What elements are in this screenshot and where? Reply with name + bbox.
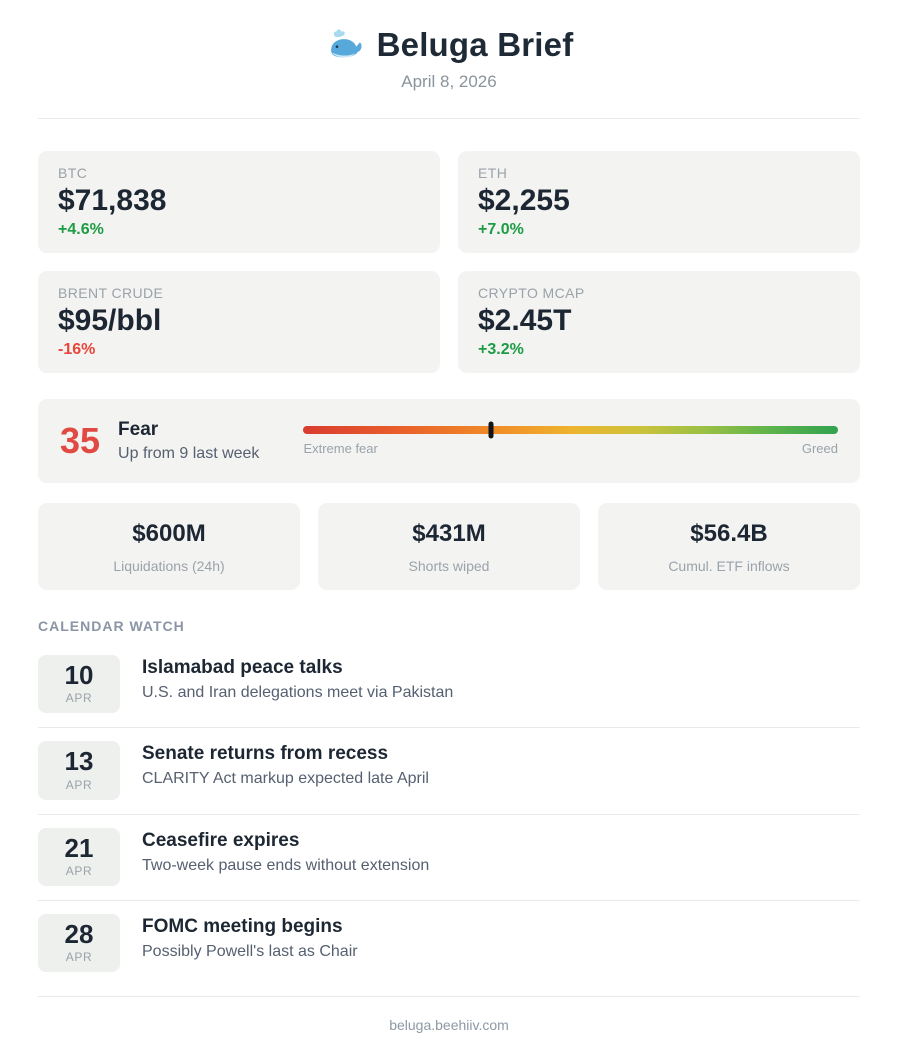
footer-link[interactable]: beluga.beehiiv.com	[389, 1017, 509, 1034]
stat-card-btc: BTC $71,838 +4.6%	[38, 151, 440, 253]
stat-label: BTC	[58, 165, 88, 181]
stat-card-brent-crude: BRENT CRUDE $95/bbl -16%	[38, 271, 440, 373]
event-date-chip: 10 APR	[38, 655, 120, 714]
stat-card-eth: ETH $2,255 +7.0%	[458, 151, 860, 253]
fear-label: Fear	[118, 419, 159, 440]
metric-card-shorts-wiped: $431M Shorts wiped	[318, 503, 580, 590]
event-day: 21	[64, 832, 94, 863]
stat-value: $2.45T	[478, 304, 572, 337]
title-row: Beluga Brief	[38, 26, 860, 64]
stat-card-crypto-mcap: CRYPTO MCAP $2.45T +3.2%	[458, 271, 860, 373]
metric-value: $56.4B	[690, 520, 768, 547]
event-description: Possibly Powell's last as Chair	[142, 942, 358, 960]
event-day: 10	[64, 660, 94, 690]
page-title: Beluga Brief	[376, 26, 574, 63]
event-body: Islamabad peace talks U.S. and Iran dele…	[142, 655, 453, 702]
fear-gauge-bar	[303, 421, 838, 439]
event-date-chip: 21 APR	[38, 827, 120, 886]
event-description: U.S. and Iran delegations meet via Pakis…	[142, 684, 454, 701]
fear-text: Fear Up from 9 last week	[118, 419, 259, 463]
metric-label: Cumul. ETF inflows	[668, 558, 790, 574]
gauge-label-extreme-fear: Extreme fear	[303, 441, 378, 456]
stat-label: ETH	[478, 165, 508, 181]
event-day: 13	[64, 746, 94, 777]
metric-value: $431M	[412, 520, 486, 547]
header-divider	[38, 118, 860, 119]
event-row: 28 APR FOMC meeting begins Possibly Powe…	[38, 901, 860, 986]
event-description: Two-week pause ends without extension	[142, 856, 430, 874]
metric-label: Liquidations (24h)	[113, 558, 225, 574]
event-day: 28	[64, 918, 94, 949]
event-row: 13 APR Senate returns from recess CLARIT…	[38, 728, 860, 815]
stat-change: +3.2%	[478, 341, 524, 358]
stat-change: +7.0%	[478, 221, 524, 238]
metric-card-liquidations: $600M Liquidations (24h)	[38, 503, 300, 590]
metric-value: $600M	[132, 520, 206, 547]
event-date-chip: 28 APR	[38, 913, 120, 973]
market-stats: BTC $71,838 +4.6% ETH $2,255 +7.0% BRENT…	[38, 151, 860, 373]
calendar-events: 10 APR Islamabad peace talks U.S. and Ir…	[38, 642, 860, 986]
fear-greed-card: 35 Fear Up from 9 last week Extreme fear…	[38, 399, 860, 483]
event-body: Ceasefire expires Two-week pause ends wi…	[142, 828, 429, 875]
footer-divider	[38, 996, 860, 998]
event-title: Senate returns from recess	[142, 743, 389, 765]
metrics-row: $600M Liquidations (24h) $431M Shorts wi…	[38, 503, 860, 590]
event-body: Senate returns from recess CLARITY Act m…	[142, 741, 429, 788]
event-month: APR	[65, 777, 93, 792]
fear-gauge-marker	[488, 421, 494, 439]
event-description: CLARITY Act markup expected late April	[142, 770, 429, 788]
event-title: FOMC meeting begins	[142, 915, 343, 937]
metric-label: Shorts wiped	[408, 558, 490, 574]
stat-label: CRYPTO MCAP	[478, 285, 585, 301]
event-row: 21 APR Ceasefire expires Two-week pause …	[38, 815, 860, 901]
whale-icon	[325, 29, 365, 61]
fear-score: 35	[60, 420, 101, 461]
event-month: APR	[65, 691, 93, 706]
event-date-chip: 13 APR	[38, 741, 120, 800]
stat-change: -16%	[58, 341, 96, 358]
event-row: 10 APR Islamabad peace talks U.S. and Ir…	[38, 642, 860, 729]
gauge-label-greed: Greed	[801, 441, 838, 456]
event-title: Ceasefire expires	[142, 829, 300, 851]
calendar-heading: CALENDAR WATCH	[38, 618, 185, 634]
fear-subtitle: Up from 9 last week	[118, 445, 260, 462]
stat-value: $71,838	[58, 184, 167, 217]
stat-change: +4.6%	[58, 221, 104, 238]
issue-date: April 8, 2026	[401, 72, 497, 91]
fear-gauge: Extreme fear Greed	[303, 421, 838, 456]
fear-gauge-labels: Extreme fear Greed	[303, 441, 838, 456]
event-title: Islamabad peace talks	[142, 657, 343, 678]
event-month: APR	[65, 863, 93, 878]
stat-label: BRENT CRUDE	[58, 285, 164, 301]
footer: beluga.beehiiv.com	[38, 1017, 860, 1043]
metric-card-etf-inflows: $56.4B Cumul. ETF inflows	[598, 503, 860, 590]
stat-value: $2,255	[478, 184, 570, 217]
event-month: APR	[65, 950, 93, 965]
header: Beluga Brief April 8, 2026	[38, 26, 860, 92]
event-body: FOMC meeting begins Possibly Powell's la…	[142, 914, 358, 961]
stat-value: $95/bbl	[58, 304, 162, 337]
